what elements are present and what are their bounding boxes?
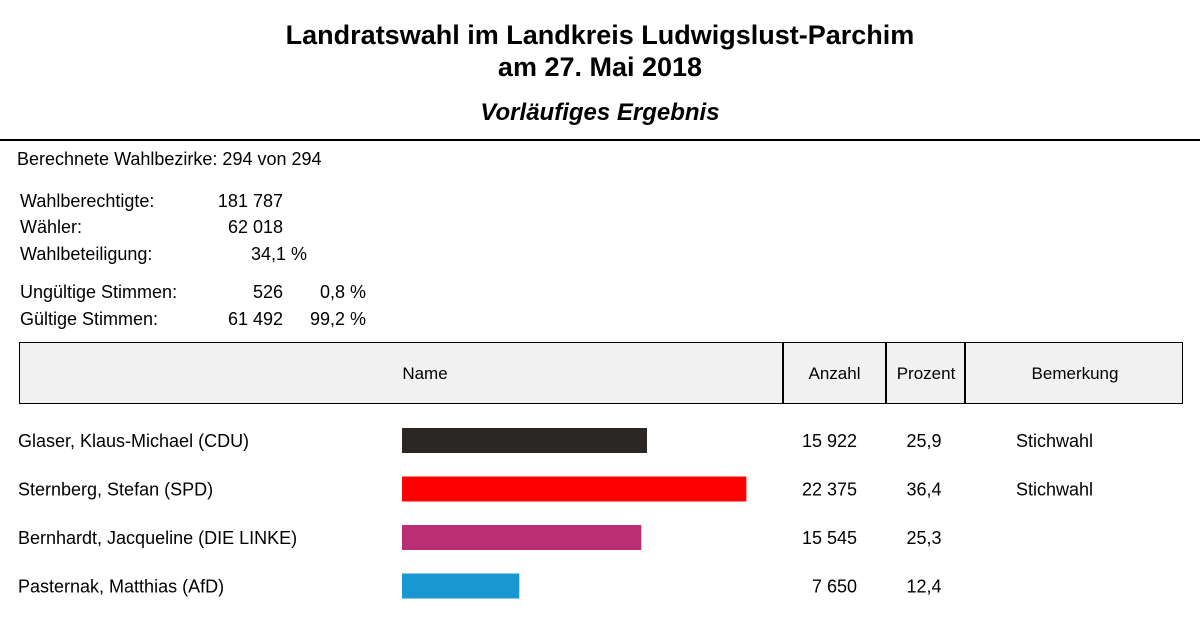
header-divider (782, 343, 784, 403)
remark: Stichwahl (1016, 480, 1093, 500)
title-line-1: Landratswahl im Landkreis Ludwigslust-Pa… (285, 20, 915, 50)
stat-value: 62 018 (227, 217, 283, 237)
table-header: Name Anzahl Prozent Bemerkung (19, 342, 1183, 404)
percent-label: 25,3 (906, 528, 941, 548)
percent-label: 12,4 (906, 577, 941, 597)
bar (402, 573, 520, 599)
stat-percent: 99,2 % (309, 309, 366, 329)
title-line-2: am 27. Mai 2018 (497, 52, 703, 82)
candidate-name: Pasternak, Matthias (AfD) (18, 577, 224, 597)
header-anzahl: Anzahl (808, 364, 861, 383)
stat-value: 61 492 (227, 309, 283, 329)
percent-label: 36,4 (906, 480, 941, 500)
header-divider (885, 343, 887, 403)
candidate-name: Sternberg, Stefan (SPD) (18, 480, 213, 500)
wahlbezirke-text: Berechnete Wahlbezirke: 294 von 294 (17, 149, 322, 169)
stat-label: Wahlbeteiligung: (20, 244, 153, 264)
stat-value: 181 787 (217, 191, 283, 211)
bar (402, 428, 648, 453)
stat-label: Ungültige Stimmen: (20, 282, 178, 302)
header-divider (964, 343, 966, 403)
header-prozent: Prozent (896, 364, 956, 383)
stat-label: Wähler: (20, 217, 83, 237)
header-name: Name (402, 364, 448, 383)
remark: Stichwahl (1016, 431, 1093, 451)
bar (402, 525, 642, 550)
vote-count: 15 922 (802, 431, 857, 451)
candidate-name: Glaser, Klaus-Michael (CDU) (18, 431, 249, 451)
percent-label: 25,9 (906, 431, 941, 451)
header-divider (0, 139, 1200, 141)
candidate-name: Bernhardt, Jacqueline (DIE LINKE) (18, 528, 297, 548)
header-bemerkung: Bemerkung (1031, 364, 1119, 383)
vote-count: 15 545 (802, 528, 857, 548)
stat-percent: 34,1 % (250, 244, 307, 264)
stat-percent: 0,8 % (319, 282, 366, 302)
vote-count: 7 650 (812, 577, 857, 597)
stat-value: 526 (252, 282, 283, 302)
bar (402, 476, 747, 502)
vote-count: 22 375 (802, 480, 857, 500)
subtitle: Vorläufiges Ergebnis (480, 99, 720, 126)
stat-label: Gültige Stimmen: (20, 309, 159, 329)
stat-label: Wahlberechtigte: (20, 191, 155, 211)
